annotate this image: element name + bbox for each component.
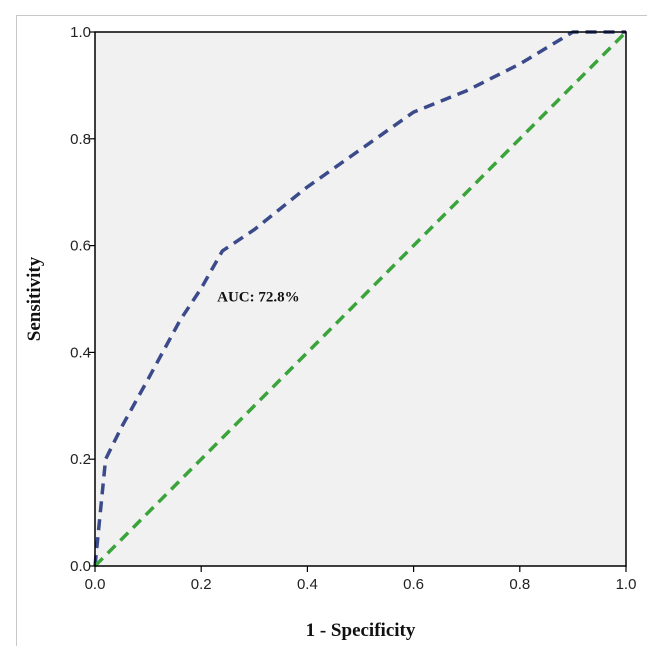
plot-area [95,32,626,566]
x-axis-title: 1 - Specificity [306,620,416,641]
x-tick-label: 0.2 [191,576,212,593]
series-layer [93,30,628,568]
x-tick-label: 0.6 [403,576,424,593]
y-tick-label: 0.8 [70,131,91,148]
plot-border [94,31,627,567]
x-tick-label: 0.0 [85,576,106,593]
y-tick-label: 1.0 [70,24,91,41]
y-tick-label: 0.4 [70,344,91,361]
auc-annotation: AUC: 72.8% [217,290,300,306]
y-tick-label: 0.2 [70,451,91,468]
x-tick-label: 1.0 [616,576,637,593]
y-tick-label: 0.6 [70,238,91,255]
chart-frame [16,15,647,646]
series-line-1 [93,30,626,567]
ticks-layer: 0.0 0.2 0.4 0.6 0.8 1.0 0.0 0.2 0.4 0.6 0.8 1.0 [70,24,636,593]
y-tick-label: 0.0 [70,558,91,575]
x-tick-label: 0.8 [509,576,530,593]
x-tick-label: 0.4 [297,576,318,593]
y-axis-title: Sensitivity [24,256,45,341]
